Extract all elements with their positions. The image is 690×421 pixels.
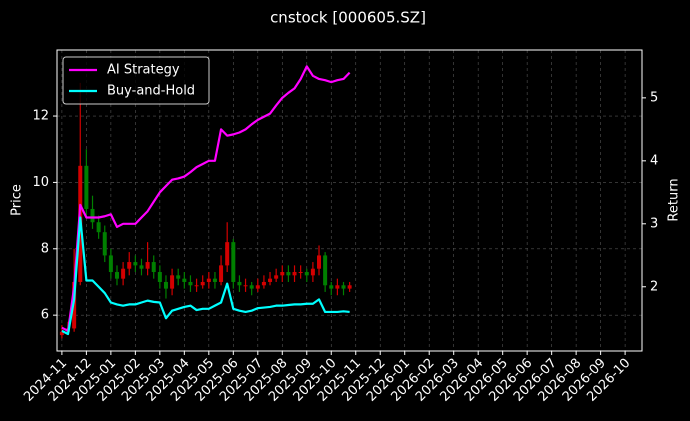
candle-body xyxy=(341,285,346,289)
candle-body xyxy=(133,262,138,266)
candle-body xyxy=(286,272,291,276)
candle-body xyxy=(323,255,328,286)
candle-body xyxy=(298,272,303,274)
candle-body xyxy=(176,275,181,279)
y2-tick-label: 5 xyxy=(650,90,658,105)
candle-body xyxy=(121,268,126,279)
candle-body xyxy=(182,278,187,282)
candle-body xyxy=(304,272,309,276)
candle-body xyxy=(268,278,273,282)
y2-axis-label: Return xyxy=(667,178,682,221)
y-tick-label: 12 xyxy=(32,109,49,124)
y-tick-label: 10 xyxy=(32,175,49,190)
candle-body xyxy=(231,242,236,282)
candle-body xyxy=(225,242,230,266)
candle-body xyxy=(310,268,315,276)
candle-body xyxy=(280,272,285,276)
legend-label: AI Strategy xyxy=(107,63,180,78)
candle-body xyxy=(163,281,168,289)
candle-body xyxy=(219,265,224,282)
candle-body xyxy=(249,285,254,289)
candle-body xyxy=(145,262,150,269)
chart-title: cnstock [000605.SZ] xyxy=(270,9,426,27)
candle-body xyxy=(90,208,95,223)
candle-body xyxy=(274,275,279,279)
candle-body xyxy=(59,331,64,336)
candle-body xyxy=(108,255,113,273)
candle-body xyxy=(84,165,89,209)
candle-body xyxy=(157,272,162,282)
y-axis-label: Price xyxy=(10,184,25,216)
candle-body xyxy=(151,262,156,273)
candle-body xyxy=(237,281,242,286)
candle-body xyxy=(200,281,205,286)
candle-body xyxy=(206,278,211,282)
candle-body xyxy=(139,265,144,269)
candle-body xyxy=(212,278,217,282)
y2-tick-label: 2 xyxy=(650,279,658,294)
candle-body xyxy=(188,281,193,286)
legend-box xyxy=(62,56,210,105)
y2-tick-label: 4 xyxy=(650,153,658,168)
candle-body xyxy=(194,285,199,287)
candle-body xyxy=(96,222,101,233)
candle-body xyxy=(102,232,107,256)
line-series xyxy=(61,216,350,336)
legend-label: Buy-and-Hold xyxy=(107,84,195,99)
candle-body xyxy=(170,275,175,289)
y-tick-label: 8 xyxy=(41,241,49,256)
y-tick-label: 6 xyxy=(41,308,49,323)
line-series xyxy=(61,65,351,332)
candle-body xyxy=(255,285,260,289)
y2-tick-label: 3 xyxy=(650,216,658,231)
candle-body xyxy=(335,285,340,289)
plot-frame xyxy=(56,49,643,352)
candle-body xyxy=(261,281,266,286)
candle-body xyxy=(127,262,132,269)
candle-body xyxy=(292,272,297,276)
candle-body xyxy=(347,285,352,289)
candle-body xyxy=(329,285,334,289)
candle-body xyxy=(114,272,119,279)
candle-body xyxy=(243,285,248,287)
candle-body xyxy=(317,255,322,269)
